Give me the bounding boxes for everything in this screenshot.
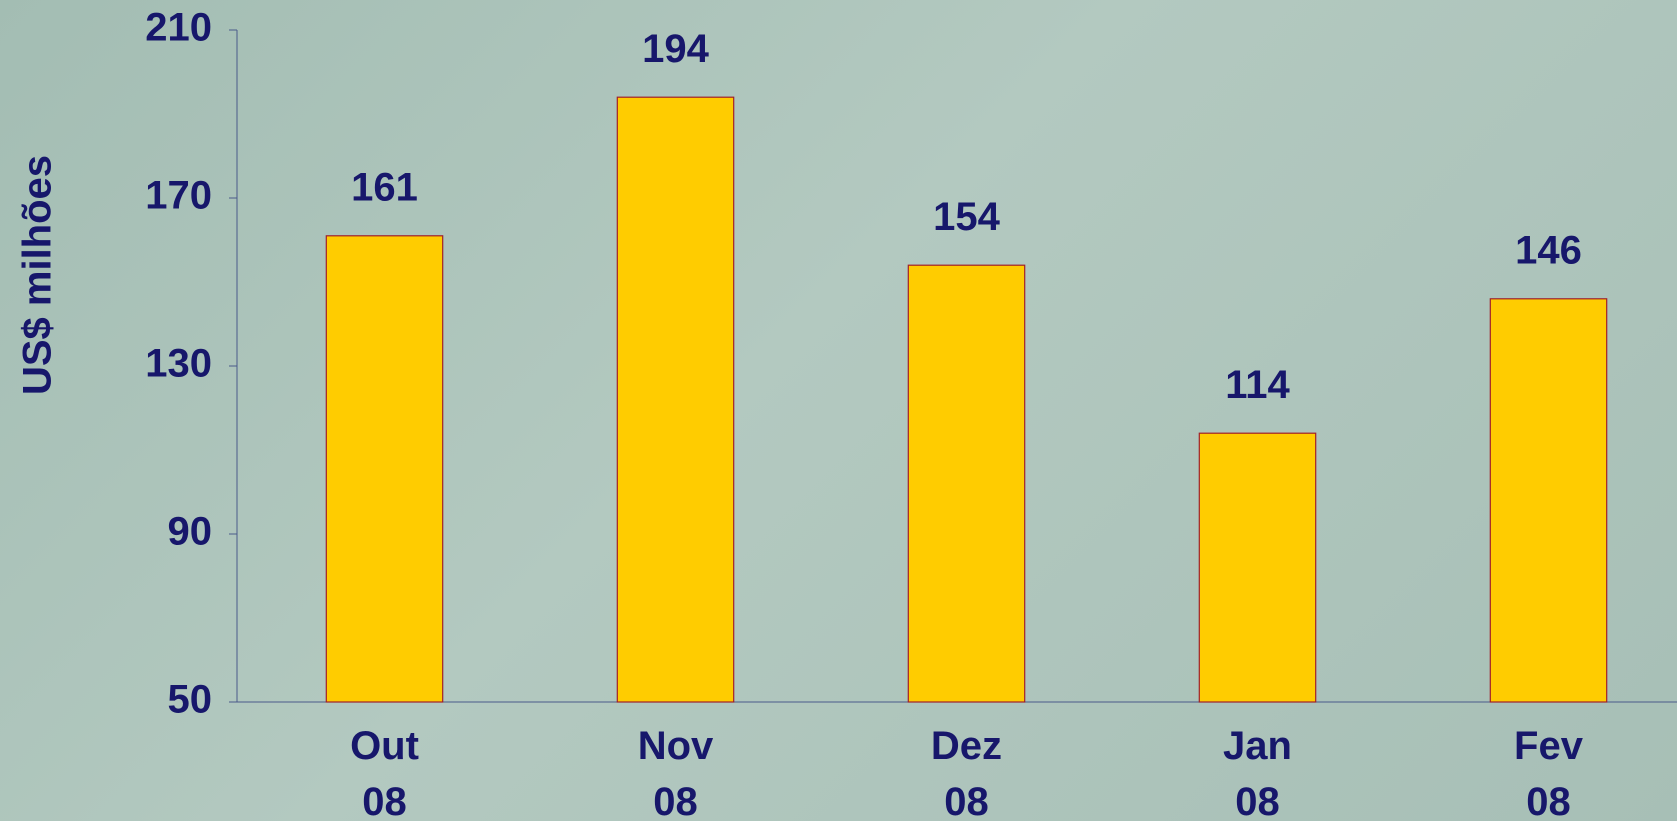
y-tick-label: 90 [168,510,213,554]
value-label: 161 [351,165,418,209]
x-tick-label: Fev 08 [1489,718,1609,821]
y-tick-label: 130 [145,342,212,386]
y-tick-label: 210 [145,6,212,50]
y-tick-label: 50 [168,678,213,722]
x-tick-label: Out 08 [325,718,445,821]
value-label: 194 [642,27,709,71]
y-axis-label: US$ milhões [16,155,60,395]
bar [908,265,1024,702]
bar [326,236,442,702]
x-tick-label: Jan 08 [1198,718,1318,821]
chart: US$ milhões 50 90 130 170 210 161 194 154 114 146 [0,0,1677,821]
value-label: 146 [1515,228,1582,272]
value-label: 154 [933,195,1000,239]
chart-area: US$ milhões 50 90 130 170 210 161 194 154 114 146… [0,0,1677,821]
bar [1199,433,1315,702]
x-tick-label: Dez 08 [907,718,1027,821]
y-tick-label: 170 [145,174,212,218]
value-label: 114 [1225,363,1290,407]
bar [1490,299,1606,702]
x-tick-label: Nov 08 [616,718,736,821]
bar [617,97,733,702]
